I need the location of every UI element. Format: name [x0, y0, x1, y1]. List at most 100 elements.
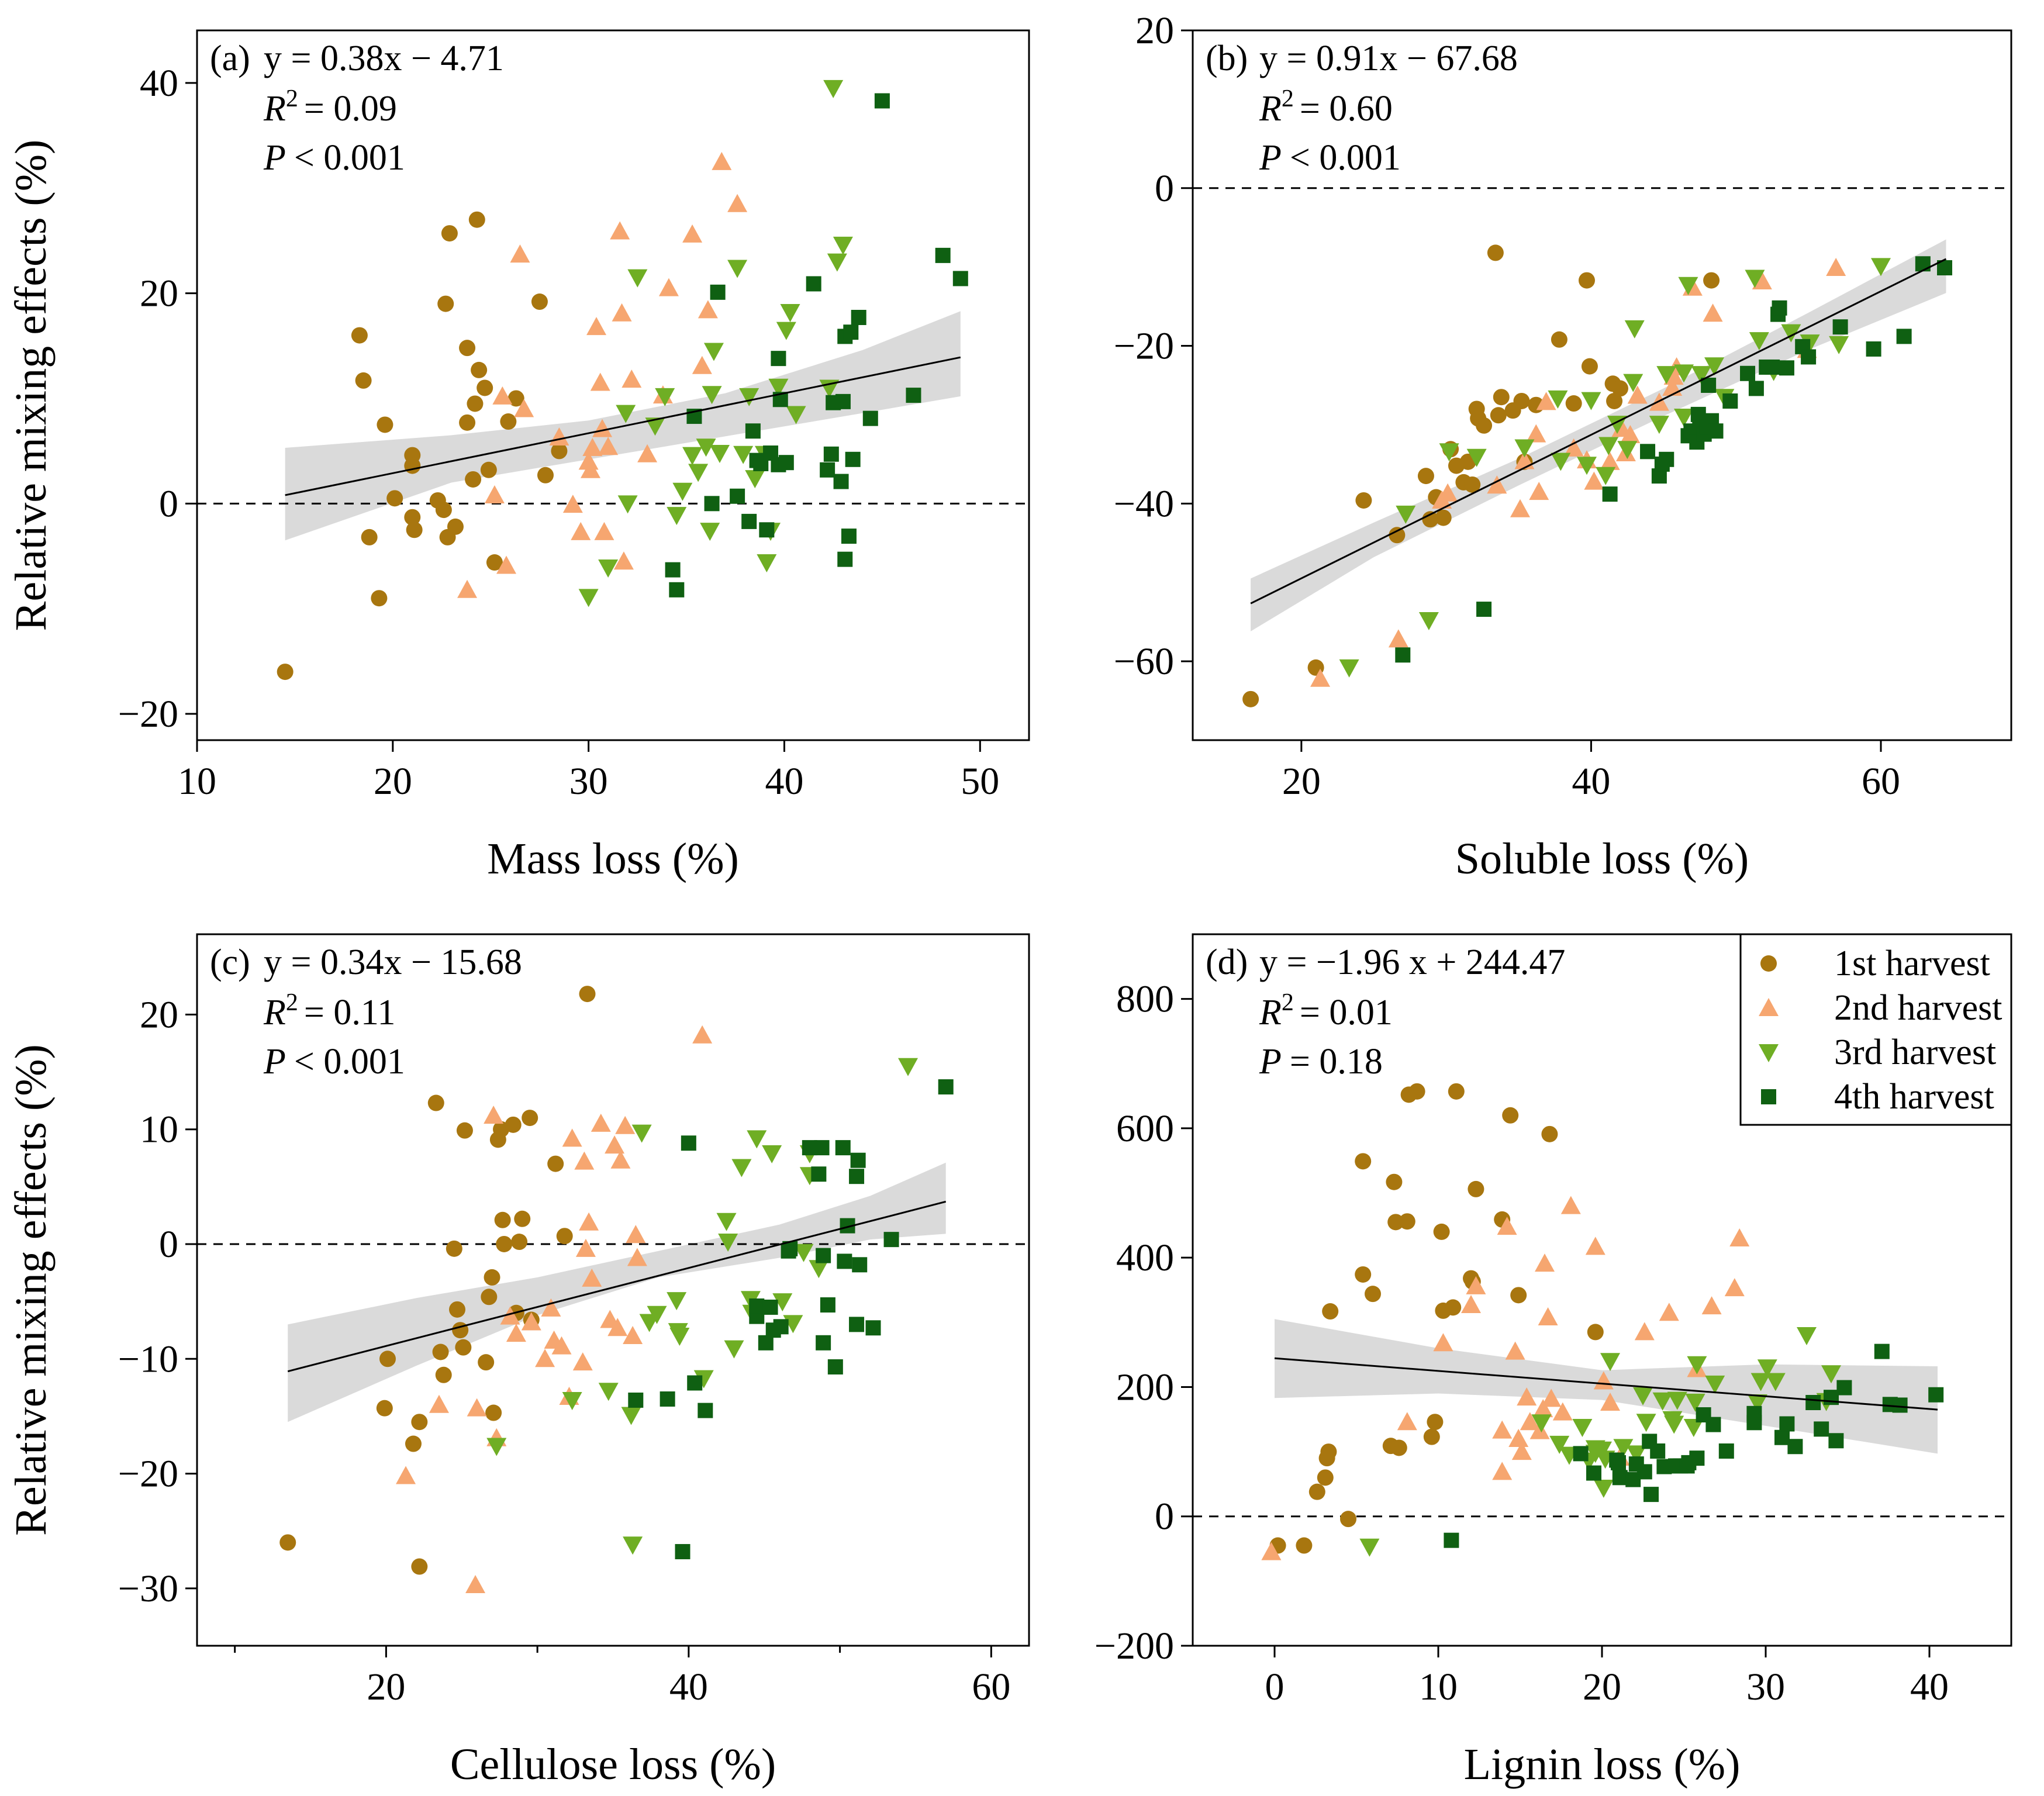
data-point [1581, 358, 1598, 375]
data-point [1593, 1480, 1614, 1498]
data-point [786, 406, 806, 424]
data-point [669, 1328, 690, 1346]
data-point [816, 1248, 831, 1263]
data-point [598, 1383, 619, 1401]
data-point [1396, 505, 1416, 524]
plot-area [1193, 187, 2011, 707]
plot-frame [1192, 29, 2012, 741]
data-point [477, 379, 493, 396]
series-1 [277, 211, 568, 681]
data-point [703, 343, 724, 361]
y-tick-label: 20 [1135, 9, 1174, 52]
data-point [1389, 527, 1406, 544]
data-point [1659, 451, 1674, 467]
y-tick-label: 800 [1116, 978, 1174, 1021]
data-point [700, 523, 720, 541]
data-point [793, 1244, 814, 1262]
data-point [745, 470, 765, 489]
data-point [1636, 1414, 1656, 1432]
r-squared-label: R2 = 0.11 [263, 989, 396, 1032]
data-point [1536, 392, 1556, 410]
data-point [1520, 1412, 1540, 1431]
x-tick-label: 20 [374, 760, 412, 803]
legend-frame [1739, 933, 2012, 1126]
data-point [1587, 1324, 1604, 1341]
data-point [1656, 366, 1677, 385]
data-point [1678, 277, 1698, 295]
r-squared-value: = 0.11 [304, 993, 396, 1032]
panel-tag: (b) [1206, 39, 1248, 78]
x-axis-label: Lignin loss (%) [1464, 1740, 1741, 1789]
data-point [496, 555, 517, 574]
data-point [772, 1293, 793, 1312]
data-point [590, 372, 610, 391]
data-point [906, 388, 921, 403]
plot-area [197, 986, 1029, 1593]
data-point [851, 309, 866, 325]
data-point [1339, 659, 1359, 678]
y-tick-label: −20 [1114, 325, 1174, 368]
confidence-band [1251, 239, 1946, 631]
data-point [724, 1340, 744, 1359]
data-point [1510, 499, 1530, 517]
panel-c: 20 40 60 −30 −20 −10 0 10 20 Cellulose loss (%) Re… [6, 933, 1030, 1789]
data-point [1581, 392, 1601, 410]
data-point [672, 482, 693, 501]
data-point [1541, 1389, 1562, 1407]
data-point [865, 1320, 881, 1336]
data-point [452, 1322, 469, 1339]
data-point [547, 1155, 564, 1172]
data-point [396, 1466, 416, 1484]
data-point [455, 1339, 472, 1356]
regression-line [1274, 1357, 1938, 1411]
data-point [631, 1124, 652, 1143]
data-point [710, 284, 726, 300]
y-tick-label: 0 [1155, 1495, 1174, 1538]
data-point [467, 1398, 487, 1417]
data-point [1526, 424, 1546, 443]
data-point [1620, 424, 1641, 443]
x-axis-label: Cellulose loss (%) [450, 1740, 776, 1789]
data-point [612, 303, 632, 322]
data-point [465, 1574, 486, 1593]
regression-equation: y = 0.38x − 4.71 [264, 39, 504, 78]
regression-equation: y = 0.91x − 67.68 [1259, 39, 1518, 78]
p-value: < 0.001 [1290, 138, 1401, 178]
data-point [1390, 1439, 1407, 1456]
legend-label: 4th harvest [1834, 1077, 1994, 1117]
data-point [749, 1298, 765, 1314]
data-point [874, 93, 890, 109]
data-point [1752, 271, 1772, 289]
plot-area [197, 80, 1029, 681]
r-squared-label: R2 = 0.60 [1259, 85, 1393, 129]
data-point [404, 509, 421, 526]
data-point [1359, 1538, 1380, 1557]
data-point [457, 579, 478, 598]
regression-line [287, 1200, 947, 1373]
data-point [1563, 438, 1584, 457]
legend-marker [1759, 998, 1779, 1016]
x-tick-label: 20 [367, 1666, 405, 1708]
data-point [739, 388, 759, 406]
data-point [500, 1306, 520, 1325]
y-tick-label: 600 [1116, 1107, 1174, 1150]
data-point [1466, 1276, 1486, 1294]
data-point [665, 562, 681, 578]
data-point [675, 1544, 690, 1560]
data-point [1683, 1419, 1704, 1438]
data-point [827, 1359, 843, 1375]
data-point [1600, 451, 1620, 470]
data-point [1514, 439, 1535, 458]
data-point [655, 388, 675, 406]
data-point [849, 1169, 865, 1184]
p-value: = 0.18 [1290, 1042, 1383, 1082]
data-point [582, 1268, 602, 1287]
data-point [578, 451, 599, 470]
data-point [741, 513, 757, 529]
data-point [575, 1238, 596, 1257]
data-point [730, 488, 745, 504]
data-point [456, 1122, 473, 1139]
series-4 [1444, 1343, 1944, 1548]
data-point [1787, 1439, 1803, 1455]
series-4 [1395, 256, 1953, 663]
